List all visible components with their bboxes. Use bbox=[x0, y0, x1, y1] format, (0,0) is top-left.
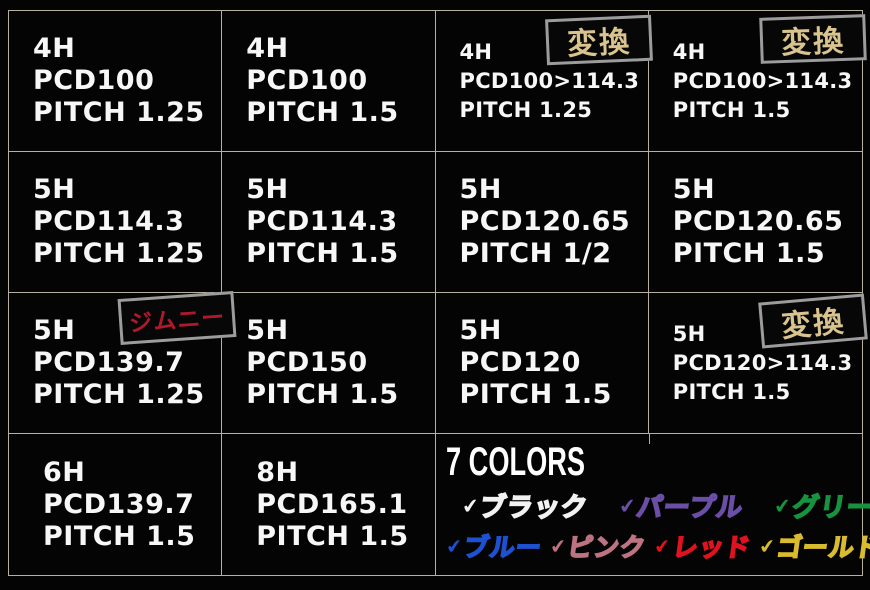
pitch-label: PITCH 1.5 bbox=[246, 97, 399, 128]
color-option-black: ✔ ブラック bbox=[460, 487, 591, 524]
holes-label: 4H bbox=[672, 39, 706, 64]
color-label: パープル bbox=[634, 492, 746, 524]
pitch-label: PITCH 1.5 bbox=[459, 379, 612, 410]
check-icon: ✔ bbox=[772, 492, 793, 519]
spec-cell-4h-pcd100to1143-125: 変換 4H PCD100>114.3 PITCH 1.25 bbox=[435, 11, 653, 152]
pcd-label: PCD114.3 bbox=[33, 206, 185, 237]
holes-label: 5H bbox=[33, 174, 76, 205]
pitch-label: PITCH 1/2 bbox=[459, 238, 612, 269]
spec-cell-5h-pcd1143-15: 5H PCD114.3 PITCH 1.5 bbox=[222, 152, 436, 293]
pitch-label: PITCH 1.5 bbox=[672, 97, 791, 122]
pcd-label: PCD100 bbox=[246, 65, 368, 96]
check-icon: ✔ bbox=[653, 533, 672, 559]
pitch-label: PITCH 1.5 bbox=[43, 520, 196, 552]
color-label: グリーン bbox=[790, 492, 870, 524]
color-label: ゴールド bbox=[774, 532, 870, 563]
pcd-label: PCD100>114.3 bbox=[672, 68, 853, 93]
color-option-red: ✔ レッド bbox=[653, 528, 753, 564]
pcd-label: PCD139.7 bbox=[43, 488, 195, 520]
colors-cell: 7 COLORS ✔ ブラック ✔ パープル ✔ グリーン ✔ ブルー bbox=[436, 434, 870, 575]
holes-label: 4H bbox=[33, 33, 76, 64]
pitch-label: PITCH 1.5 bbox=[246, 238, 399, 269]
pcd-label: PCD100 bbox=[33, 65, 155, 96]
jimny-badge: ジムニー bbox=[117, 291, 237, 345]
spec-cell-5h-pcd1397-125: ジムニー 5H PCD139.7 PITCH 1.25 bbox=[9, 291, 237, 434]
check-icon: ✔ bbox=[617, 492, 637, 519]
holes-label: 5H bbox=[459, 174, 502, 205]
color-option-green: ✔ グリーン bbox=[772, 487, 870, 524]
holes-label: 6H bbox=[43, 456, 86, 488]
pcd-label: PCD120 bbox=[459, 347, 581, 378]
pitch-label: PITCH 1.5 bbox=[246, 379, 399, 410]
pitch-label: PITCH 1.5 bbox=[256, 520, 409, 552]
color-label: ピンク bbox=[565, 532, 649, 563]
color-option-pink: ✔ ピンク bbox=[548, 528, 649, 564]
holes-label: 5H bbox=[459, 315, 502, 346]
color-option-blue: ✔ ブルー bbox=[444, 528, 545, 564]
color-option-purple: ✔ パープル bbox=[617, 487, 746, 524]
conversion-badge: 変換 bbox=[758, 293, 868, 349]
check-icon: ✔ bbox=[444, 533, 464, 559]
spec-table: 4H PCD100 PITCH 1.25 4H PCD100 PITCH 1.5… bbox=[8, 10, 870, 576]
pitch-label: PITCH 1.25 bbox=[33, 97, 205, 128]
pcd-label: PCD114.3 bbox=[246, 206, 398, 237]
pitch-label: PITCH 1.5 bbox=[672, 379, 791, 404]
color-list-row-1: ✔ ブラック ✔ パープル ✔ グリーン bbox=[460, 487, 870, 524]
holes-label: 4H bbox=[459, 39, 493, 64]
spec-cell-5h-pcd120-15: 5H PCD120 PITCH 1.5 bbox=[435, 293, 649, 434]
spec-cell-5h-pcd1143-125: 5H PCD114.3 PITCH 1.25 bbox=[9, 152, 223, 293]
color-list-row-2: ✔ ブルー ✔ ピンク ✔ レッド ✔ ゴールド bbox=[444, 528, 870, 564]
holes-label: 8H bbox=[256, 456, 299, 488]
spec-cell-5h-pcd12065-15: 5H PCD120.65 PITCH 1.5 bbox=[648, 152, 862, 293]
pcd-label: PCD120.65 bbox=[672, 206, 844, 237]
color-label: ブラック bbox=[477, 492, 591, 524]
pcd-label: PCD100>114.3 bbox=[459, 68, 640, 93]
colors-title: 7 COLORS bbox=[445, 440, 585, 484]
spec-cell-4h-pcd100-15: 4H PCD100 PITCH 1.5 bbox=[222, 11, 436, 152]
pcd-label: PCD120>114.3 bbox=[672, 350, 853, 375]
spec-cell-5h-pcd120to1143-15: 変換 5H PCD120>114.3 PITCH 1.5 bbox=[648, 293, 868, 434]
spec-cell-4h-pcd100-125: 4H PCD100 PITCH 1.25 bbox=[9, 11, 223, 152]
pcd-label: PCD139.7 bbox=[33, 347, 185, 378]
check-icon: ✔ bbox=[548, 533, 568, 559]
spec-cell-5h-pcd12065-half: 5H PCD120.65 PITCH 1/2 bbox=[435, 152, 649, 293]
holes-label: 5H bbox=[246, 174, 289, 205]
check-icon: ✔ bbox=[757, 533, 777, 559]
spec-cell-4h-pcd100to1143-15: 変換 4H PCD100>114.3 PITCH 1.5 bbox=[648, 11, 867, 152]
check-icon: ✔ bbox=[460, 492, 480, 519]
color-option-gold: ✔ ゴールド bbox=[757, 528, 870, 564]
pitch-label: PITCH 1.25 bbox=[33, 379, 205, 410]
holes-label: 5H bbox=[672, 321, 706, 346]
conversion-badge: 変換 bbox=[759, 14, 867, 64]
color-label: ブルー bbox=[461, 532, 545, 563]
color-label: レッド bbox=[669, 532, 753, 563]
holes-label: 5H bbox=[33, 315, 76, 346]
pcd-label: PCD150 bbox=[246, 347, 368, 378]
pcd-label: PCD165.1 bbox=[256, 488, 408, 520]
spec-cell-8h-pcd1651-15: 8H PCD165.1 PITCH 1.5 bbox=[222, 434, 436, 575]
holes-label: 5H bbox=[672, 174, 716, 205]
spec-cell-5h-pcd150-15: 5H PCD150 PITCH 1.5 bbox=[222, 293, 436, 434]
spec-cell-6h-pcd1397-15: 6H PCD139.7 PITCH 1.5 bbox=[9, 434, 223, 575]
pitch-label: PITCH 1.5 bbox=[672, 238, 826, 269]
holes-label: 4H bbox=[246, 33, 289, 64]
holes-label: 5H bbox=[246, 315, 289, 346]
pitch-label: PITCH 1.25 bbox=[33, 238, 205, 269]
grid-stub-line bbox=[648, 434, 650, 444]
pitch-label: PITCH 1.25 bbox=[459, 97, 593, 122]
conversion-badge: 変換 bbox=[544, 14, 653, 66]
pcd-label: PCD120.65 bbox=[459, 206, 631, 237]
